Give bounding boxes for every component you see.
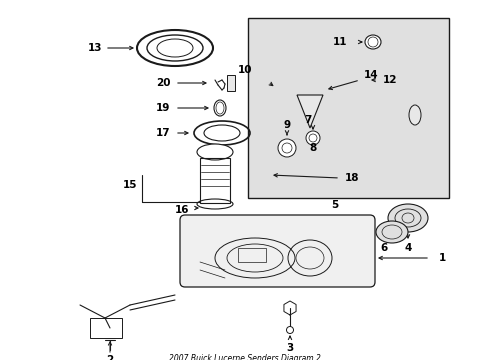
Ellipse shape <box>408 105 420 125</box>
Text: 11: 11 <box>332 37 346 47</box>
Text: 13: 13 <box>87 43 102 53</box>
Text: 17: 17 <box>155 128 170 138</box>
Bar <box>200 158 229 203</box>
Ellipse shape <box>364 35 380 49</box>
Text: 19: 19 <box>156 103 170 113</box>
Text: 12: 12 <box>382 75 396 85</box>
Ellipse shape <box>305 131 319 145</box>
Text: 3: 3 <box>286 343 293 353</box>
Bar <box>226 75 235 91</box>
Bar <box>90 318 122 338</box>
Text: 15: 15 <box>122 180 137 190</box>
Polygon shape <box>296 95 323 128</box>
Ellipse shape <box>147 35 203 61</box>
Ellipse shape <box>387 204 427 232</box>
Ellipse shape <box>278 139 295 157</box>
Text: 18: 18 <box>344 173 359 183</box>
Bar <box>247 18 448 198</box>
Text: 16: 16 <box>174 205 189 215</box>
Bar <box>238 248 265 262</box>
Text: 1: 1 <box>437 253 445 263</box>
Ellipse shape <box>197 144 232 160</box>
Text: 7: 7 <box>304 115 311 125</box>
Text: 14: 14 <box>363 70 378 80</box>
Text: 9: 9 <box>283 120 290 130</box>
Text: 2: 2 <box>106 355 113 360</box>
Text: 6: 6 <box>380 243 387 253</box>
Ellipse shape <box>286 327 293 333</box>
Text: 10: 10 <box>237 65 252 75</box>
Text: 2007 Buick Lucerne Senders Diagram 2: 2007 Buick Lucerne Senders Diagram 2 <box>168 354 320 360</box>
Ellipse shape <box>203 125 240 141</box>
Ellipse shape <box>375 221 407 243</box>
Text: 8: 8 <box>309 143 316 153</box>
Text: 4: 4 <box>404 243 411 253</box>
Text: 5: 5 <box>331 200 338 210</box>
Ellipse shape <box>214 100 225 116</box>
Text: 20: 20 <box>156 78 170 88</box>
FancyBboxPatch shape <box>180 215 374 287</box>
